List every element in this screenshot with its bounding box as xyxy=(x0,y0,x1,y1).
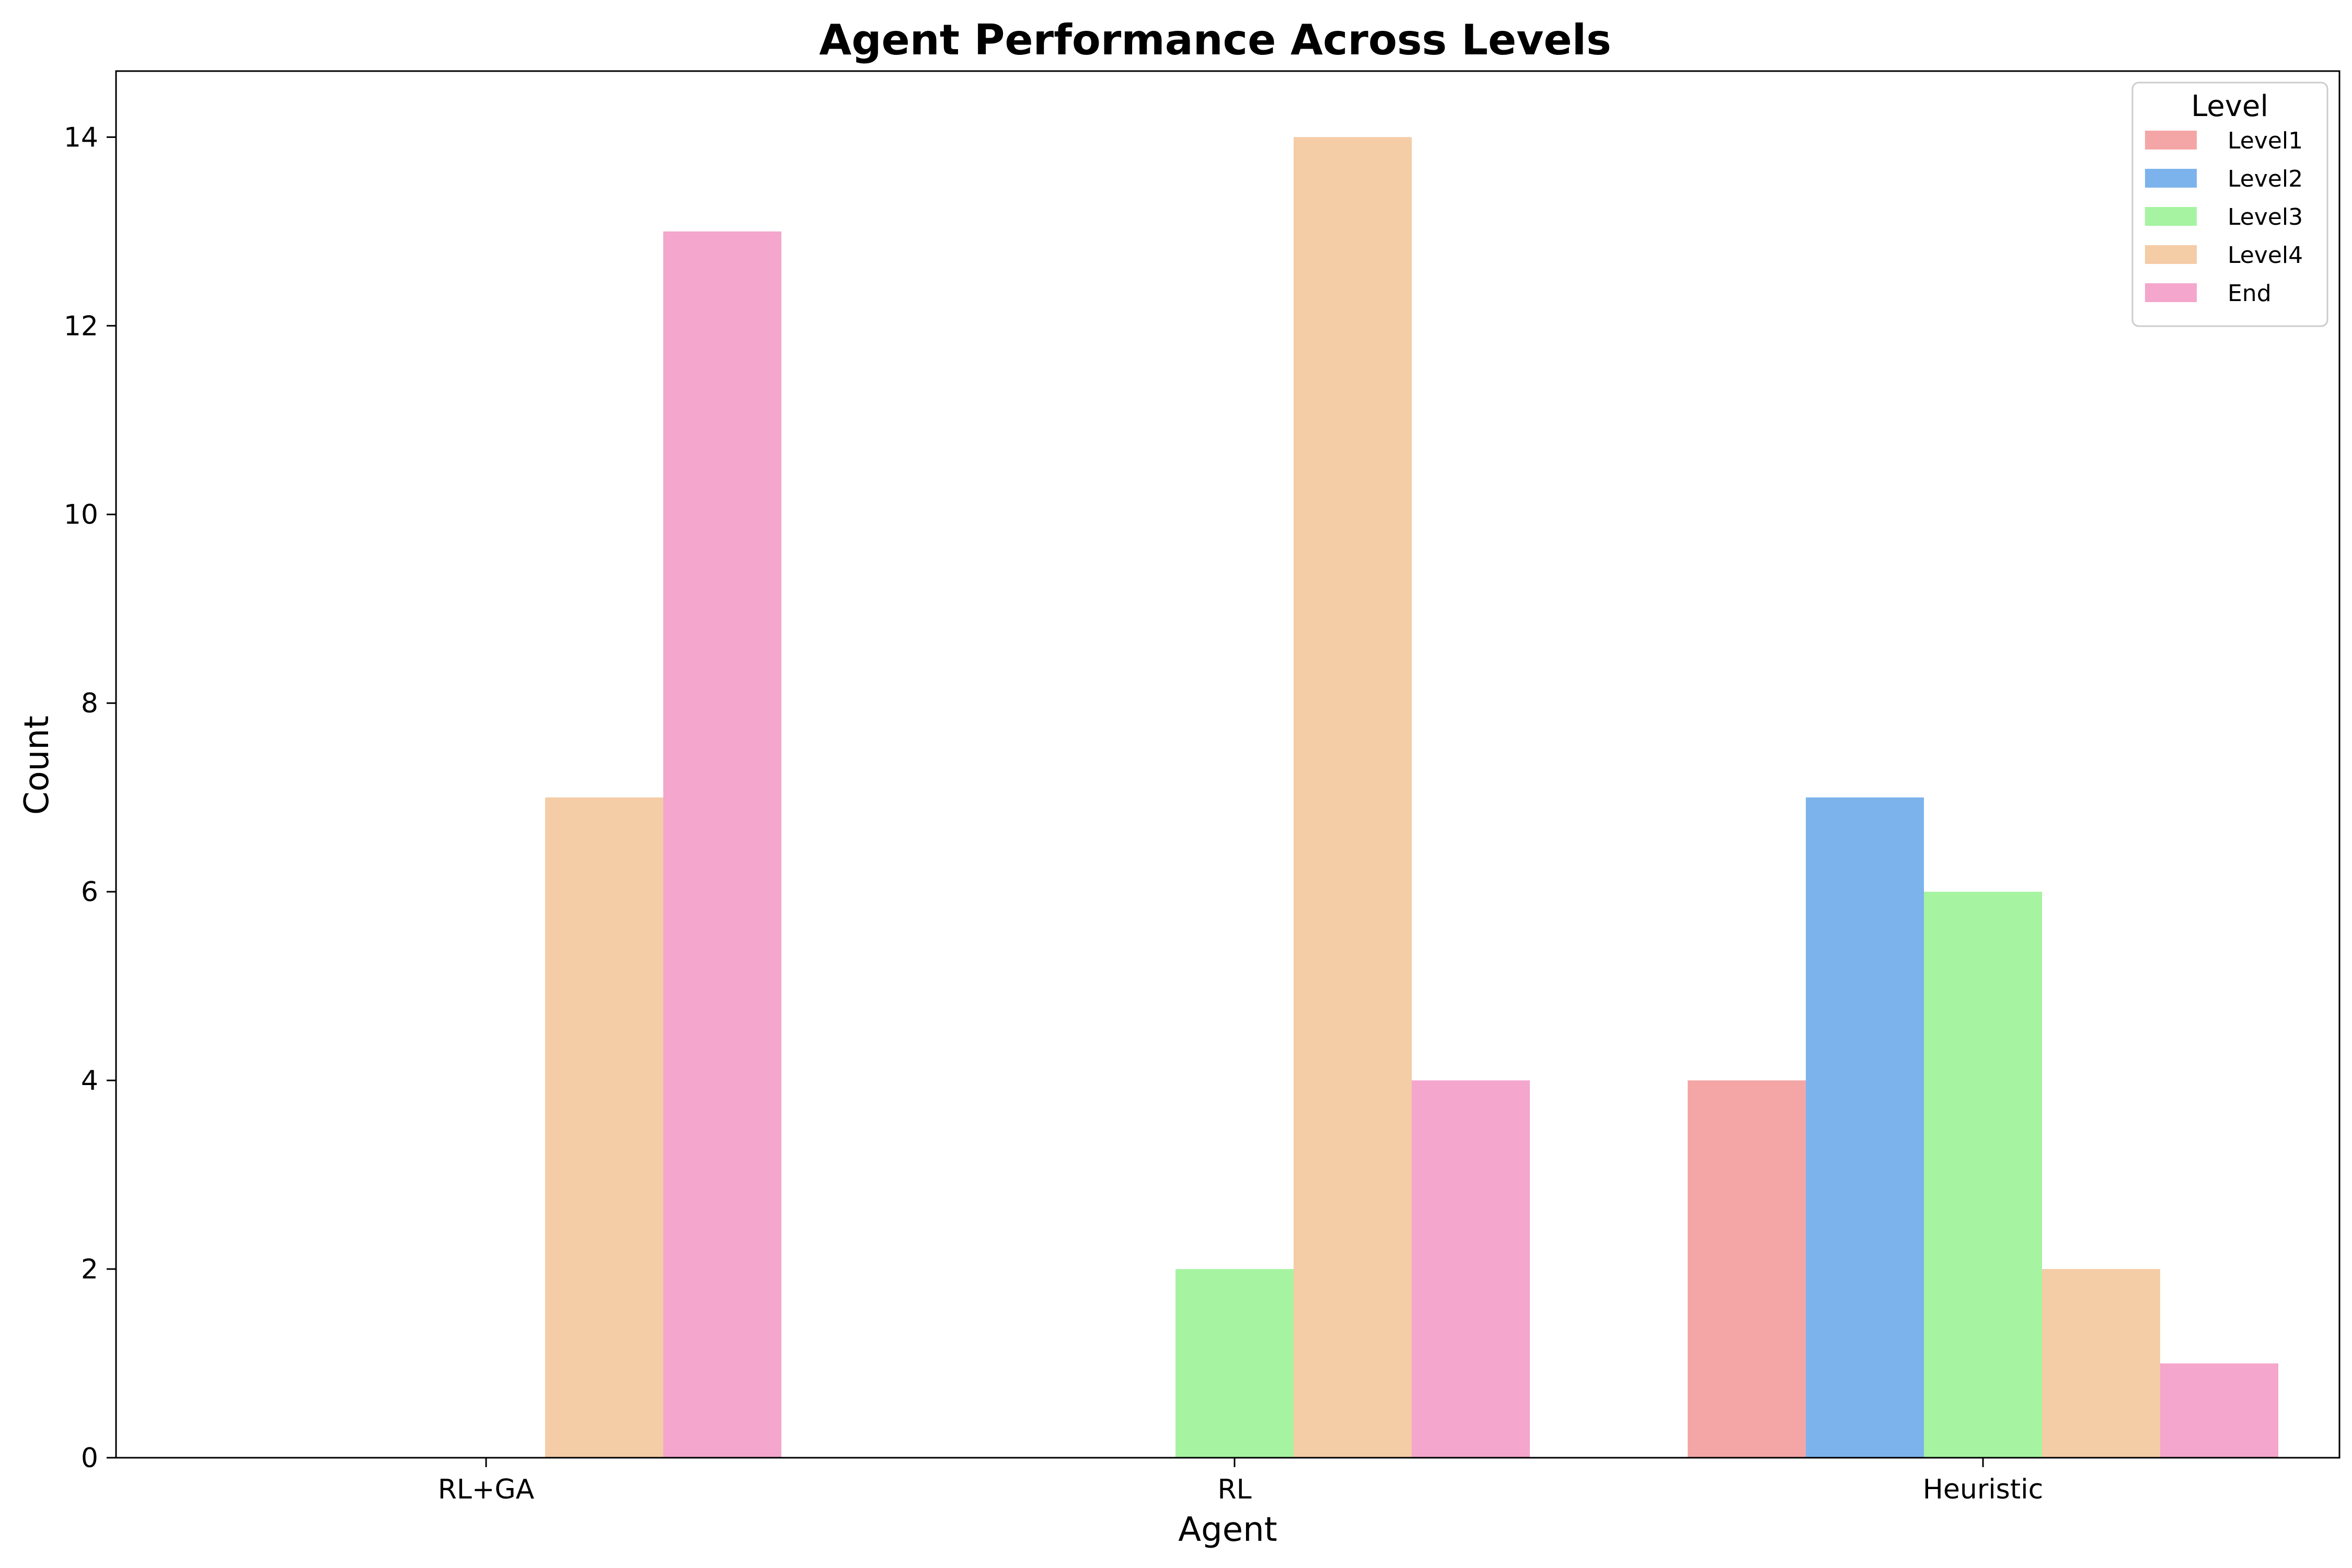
x-tick-label: Heuristic xyxy=(1923,1474,2043,1505)
x-tick-label: RL xyxy=(1217,1474,1251,1505)
bar-level4-rl-ga xyxy=(545,797,663,1458)
legend-swatch-level4 xyxy=(2145,245,2197,264)
plot-frame xyxy=(115,70,2341,1459)
bar-end-heuristic xyxy=(2160,1363,2278,1458)
y-tick-label: 4 xyxy=(81,1065,98,1097)
x-tick-label: RL+GA xyxy=(438,1474,535,1505)
y-tick-label: 8 xyxy=(81,688,98,719)
y-tick-label: 0 xyxy=(81,1443,98,1474)
legend-swatch-level3 xyxy=(2145,207,2197,226)
bar-level2-heuristic xyxy=(1806,797,1924,1458)
y-tick-label: 10 xyxy=(64,499,98,531)
bar-level3-rl xyxy=(1175,1269,1294,1458)
bar-level1-heuristic xyxy=(1688,1080,1806,1458)
y-tick-label: 12 xyxy=(64,310,98,342)
y-tick-label: 14 xyxy=(64,122,98,153)
legend-label-level4: Level4 xyxy=(2228,242,2303,269)
bar-end-rl-ga xyxy=(663,231,781,1458)
legend-swatch-level1 xyxy=(2145,131,2197,149)
legend-title: Level xyxy=(2191,89,2268,123)
y-axis-ticks: 0 2 4 6 8 10 12 14 xyxy=(64,122,116,1474)
bar-level4-rl xyxy=(1294,137,1412,1458)
legend-label-level2: Level2 xyxy=(2228,166,2303,192)
bar-level3-heuristic xyxy=(1924,892,2042,1458)
legend-items: Level1 Level2 Level3 Level4 End xyxy=(2145,128,2303,307)
legend-label-level1: Level1 xyxy=(2228,128,2303,154)
legend: Level Level1 Level2 Level3 Level4 End xyxy=(2131,82,2328,327)
legend-label-level3: Level3 xyxy=(2228,204,2303,230)
x-axis-ticks: RL+GA RL Heuristic xyxy=(438,1458,2043,1505)
bars xyxy=(545,137,2278,1458)
y-tick-label: 6 xyxy=(81,877,98,908)
legend-label-end: End xyxy=(2228,280,2272,307)
y-tick-label: 2 xyxy=(81,1254,98,1285)
x-axis-label: Agent xyxy=(1178,1511,1277,1549)
bar-level4-heuristic xyxy=(2042,1269,2160,1458)
legend-swatch-end xyxy=(2145,283,2197,302)
legend-swatch-level2 xyxy=(2145,169,2197,188)
y-axis-label: Count xyxy=(18,716,56,815)
chart-title: Agent Performance Across Levels xyxy=(819,16,1611,64)
bar-end-rl xyxy=(1412,1080,1530,1458)
